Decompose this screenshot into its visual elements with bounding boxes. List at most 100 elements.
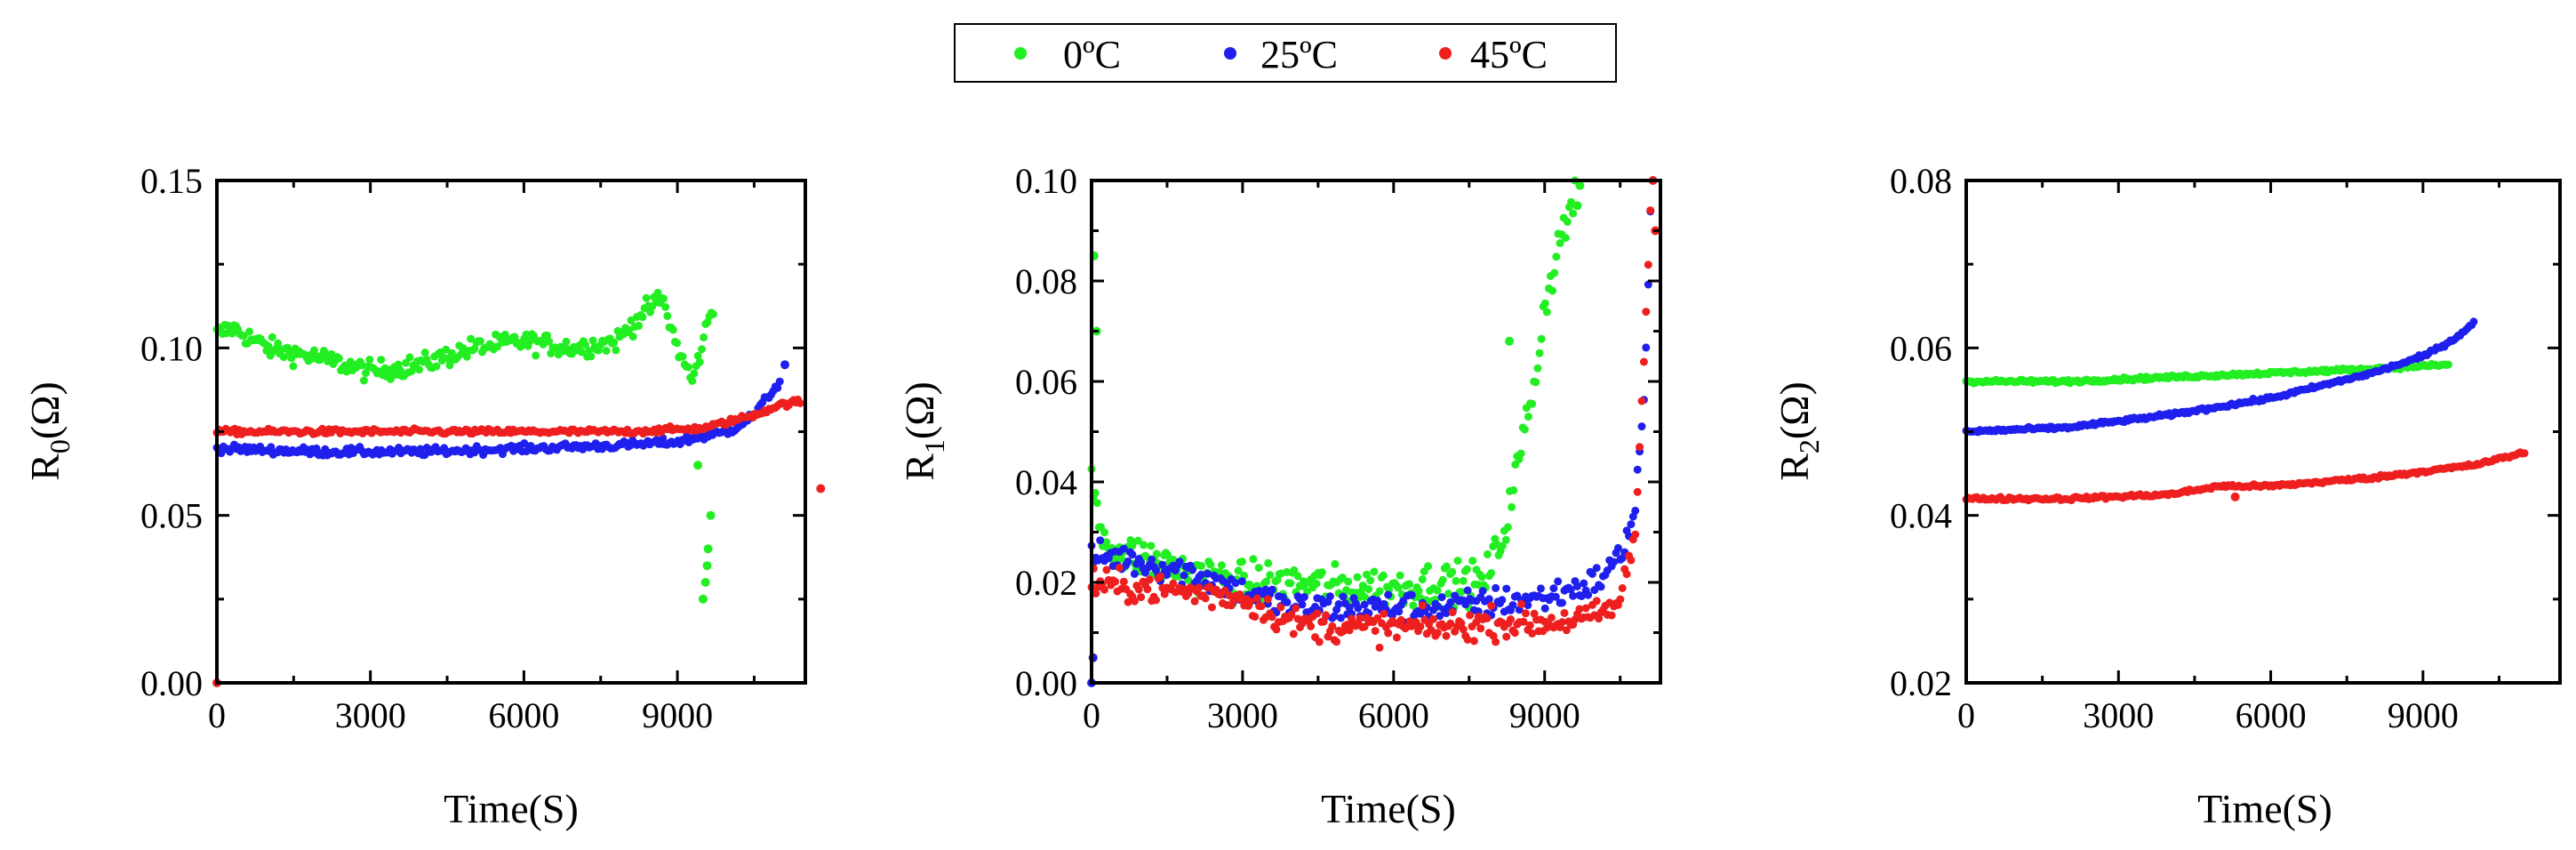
data-point <box>775 377 784 386</box>
data-point <box>1533 364 1542 373</box>
data-point <box>1360 593 1369 601</box>
y-axis-label-base: R <box>897 453 942 481</box>
data-point <box>1268 585 1276 594</box>
data-point <box>1119 544 1128 553</box>
data-point <box>1631 530 1640 539</box>
data-point <box>1476 624 1485 633</box>
data-point <box>673 339 682 348</box>
data-point <box>1156 572 1164 581</box>
data-point <box>1337 613 1345 622</box>
data-point <box>1516 449 1525 458</box>
data-point <box>1566 585 1575 594</box>
data-point <box>661 302 670 311</box>
data-point <box>1554 577 1563 586</box>
data-point <box>1575 605 1584 613</box>
data-point <box>642 293 651 302</box>
data-point <box>1322 611 1331 620</box>
data-point <box>1128 550 1137 559</box>
data-point <box>1264 558 1273 567</box>
data-point <box>1392 633 1401 642</box>
data-point <box>1618 584 1627 592</box>
data-point <box>1588 570 1596 578</box>
series-0c <box>212 288 717 604</box>
data-point <box>1276 603 1285 612</box>
data-point <box>1300 593 1308 601</box>
data-point <box>1427 626 1436 635</box>
data-point <box>1180 571 1188 580</box>
data-point <box>1254 564 1263 573</box>
data-point <box>1607 611 1616 620</box>
data-point <box>663 311 672 320</box>
legend-marker-45c <box>1439 47 1452 60</box>
data-point <box>1524 413 1532 421</box>
data-point <box>1384 629 1393 638</box>
data-point <box>1448 567 1457 576</box>
data-point <box>1487 569 1496 577</box>
data-point <box>362 369 370 377</box>
data-point <box>1312 579 1321 588</box>
data-point <box>1492 638 1500 646</box>
x-tick-label: 3000 <box>335 695 406 735</box>
data-point <box>1325 592 1334 601</box>
data-point <box>1483 614 1492 622</box>
data-point <box>1339 592 1348 601</box>
data-point <box>1246 597 1255 605</box>
data-point <box>377 356 386 365</box>
data-point <box>1364 585 1373 594</box>
y-axis-label-sub: 0 <box>44 439 76 453</box>
data-point <box>1552 253 1561 261</box>
data-point <box>532 351 540 360</box>
data-point <box>1292 604 1300 613</box>
data-point <box>1540 604 1549 613</box>
data-point <box>1462 565 1471 573</box>
data-point <box>1334 600 1343 608</box>
x-tick-label: 9000 <box>642 695 713 735</box>
data-point <box>1371 627 1380 636</box>
data-point <box>442 345 451 354</box>
data-point <box>1307 621 1316 630</box>
data-point <box>1569 591 1578 600</box>
data-point <box>510 333 519 341</box>
data-point <box>1399 597 1408 605</box>
y-axis-label-sub: 2 <box>1793 439 1825 453</box>
data-point <box>1508 601 1517 610</box>
data-point <box>470 344 479 353</box>
data-point <box>1637 397 1646 405</box>
data-point <box>365 356 374 364</box>
y-axis-label: R1(Ω) <box>897 381 950 481</box>
data-point <box>1317 568 1326 577</box>
data-point <box>708 309 717 318</box>
data-point <box>1463 586 1472 595</box>
data-point <box>1124 597 1132 606</box>
data-point <box>1433 602 1442 611</box>
data-point <box>1610 557 1619 566</box>
legend-label-0c: 0ºC <box>1063 33 1121 76</box>
data-point <box>1548 286 1557 295</box>
data-point <box>1510 629 1519 638</box>
data-point <box>2230 492 2240 501</box>
data-point <box>1147 541 1156 550</box>
data-point <box>1375 587 1384 596</box>
data-point <box>1627 556 1636 565</box>
data-point <box>1459 625 1468 634</box>
data-point <box>1547 613 1556 622</box>
data-point <box>1237 577 1246 586</box>
series-0c <box>1087 176 1585 613</box>
data-point <box>1556 239 1564 247</box>
data-point <box>1639 357 1648 366</box>
data-point <box>1477 573 1486 581</box>
data-point <box>1338 573 1347 582</box>
data-point <box>1442 609 1451 618</box>
data-point <box>1175 557 1184 566</box>
data-point <box>1646 206 1655 215</box>
data-point <box>1345 626 1354 635</box>
x-axis-label: Time(S) <box>1321 786 1456 831</box>
data-point <box>1169 579 1178 588</box>
legend-label-45c: 45ºC <box>1470 33 1548 76</box>
data-point <box>1498 596 1507 605</box>
series-45c <box>1087 176 1660 652</box>
data-point <box>467 334 476 343</box>
data-point <box>1102 538 1111 547</box>
data-point <box>602 347 611 355</box>
data-point <box>700 578 710 587</box>
